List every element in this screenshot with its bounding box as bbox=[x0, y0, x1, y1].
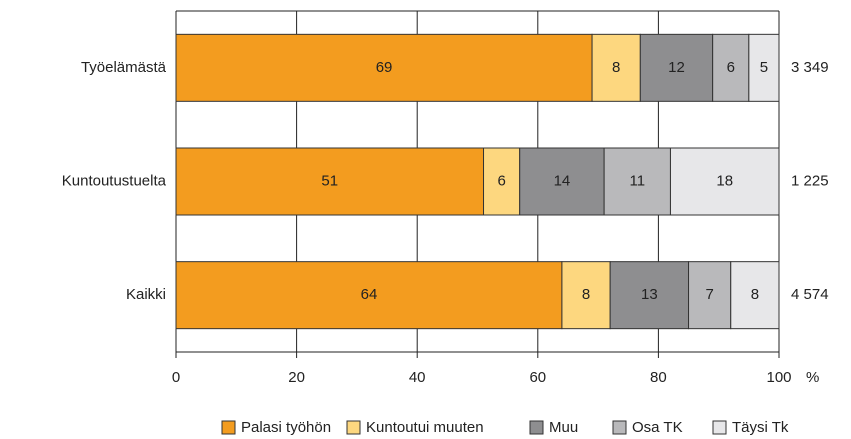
data-label: 18 bbox=[716, 172, 733, 189]
x-axis-unit: % bbox=[806, 369, 819, 386]
legend-label: Muu bbox=[549, 419, 578, 436]
data-label: 8 bbox=[612, 59, 620, 76]
total-label: 3 349 bbox=[791, 59, 829, 76]
data-label: 5 bbox=[760, 59, 768, 76]
bar-segment bbox=[175, 261, 563, 330]
bar-segment bbox=[609, 261, 690, 330]
data-label: 64 bbox=[361, 286, 378, 303]
x-tick-label: 0 bbox=[172, 369, 180, 386]
legend-swatch bbox=[612, 420, 627, 435]
bar-segment bbox=[748, 33, 780, 102]
y-tick-label: Työelämästä bbox=[81, 59, 167, 76]
x-tick-label: 60 bbox=[529, 369, 546, 386]
bar-segment bbox=[688, 261, 732, 330]
bar-segment bbox=[519, 147, 605, 216]
x-tick-label: 40 bbox=[409, 369, 426, 386]
data-label: 69 bbox=[376, 59, 393, 76]
bar-segment bbox=[561, 261, 611, 330]
legend-swatch bbox=[346, 420, 361, 435]
data-label: 13 bbox=[641, 286, 658, 303]
y-tick-label: Kuntoutustuelta bbox=[62, 172, 167, 189]
data-label: 7 bbox=[705, 286, 713, 303]
legend-label: Osa TK bbox=[632, 419, 683, 436]
legend-swatch bbox=[712, 420, 727, 435]
bar-segment bbox=[639, 33, 714, 102]
bar-segment bbox=[730, 261, 780, 330]
legend-label: Palasi työhön bbox=[241, 419, 331, 436]
bar-segment bbox=[603, 147, 671, 216]
legend-swatch bbox=[529, 420, 544, 435]
data-label: 6 bbox=[497, 172, 505, 189]
data-label: 6 bbox=[727, 59, 735, 76]
total-label: 1 225 bbox=[791, 172, 829, 189]
legend-label: Kuntoutui muuten bbox=[366, 419, 484, 436]
total-label: 4 574 bbox=[791, 286, 829, 303]
data-label: 8 bbox=[751, 286, 759, 303]
data-label: 12 bbox=[668, 59, 685, 76]
legend-label: Täysi Tk bbox=[732, 419, 789, 436]
x-tick-label: 100 bbox=[766, 369, 791, 386]
legend-swatch bbox=[221, 420, 236, 435]
data-label: 8 bbox=[582, 286, 590, 303]
x-tick-label: 20 bbox=[288, 369, 305, 386]
data-label: 51 bbox=[321, 172, 338, 189]
y-tick-label: Kaikki bbox=[126, 286, 166, 303]
bar-segment bbox=[175, 147, 485, 216]
data-label: 14 bbox=[554, 172, 571, 189]
bar-segment bbox=[669, 147, 780, 216]
data-label: 11 bbox=[630, 172, 646, 189]
x-tick-label: 80 bbox=[650, 369, 667, 386]
bar-segment bbox=[483, 147, 521, 216]
